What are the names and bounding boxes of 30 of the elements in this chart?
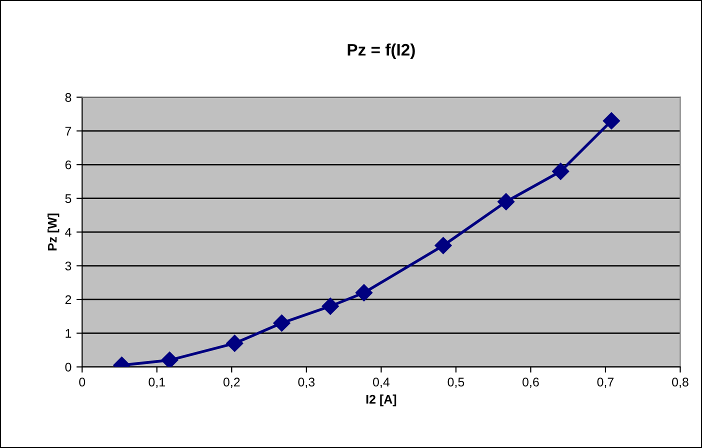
point [322, 298, 339, 315]
point [226, 334, 244, 352]
chart-title: Pz = f(I2) [348, 43, 415, 60]
x-tick-label: 0,1 [148, 378, 165, 388]
x-tick-label: 0,8 [672, 378, 688, 388]
x-axis-title: I2 [A] [366, 394, 396, 406]
y-tick-label: 7 [65, 126, 72, 136]
y-tick-label: 5 [65, 194, 72, 204]
y-tick-label: 8 [65, 93, 72, 102]
point [273, 314, 290, 332]
y-tick-label: 2 [65, 295, 72, 304]
point [602, 112, 620, 130]
y-tick-label: 0 [65, 362, 72, 372]
x-tick-label: 0,3 [298, 378, 315, 388]
x-tick-label: 0,7 [597, 378, 614, 388]
x-tick-label: 0 [79, 378, 86, 387]
y-tick-label: 6 [65, 160, 72, 170]
y-axis-title: Pz [W] [48, 214, 60, 250]
x-tick-label: 0,2 [223, 378, 240, 388]
point [434, 236, 452, 254]
y-tick-label: 3 [65, 262, 72, 270]
x-tick-label: 0,4 [372, 378, 390, 388]
point [161, 352, 178, 367]
point [355, 284, 373, 302]
point [497, 193, 515, 210]
y-tick-label: 4 [65, 228, 72, 237]
point [552, 162, 570, 180]
y-tick-label: 1 [66, 329, 72, 338]
x-tick-label: 0,6 [522, 378, 539, 388]
x-tick-label: 0,5 [448, 378, 464, 388]
